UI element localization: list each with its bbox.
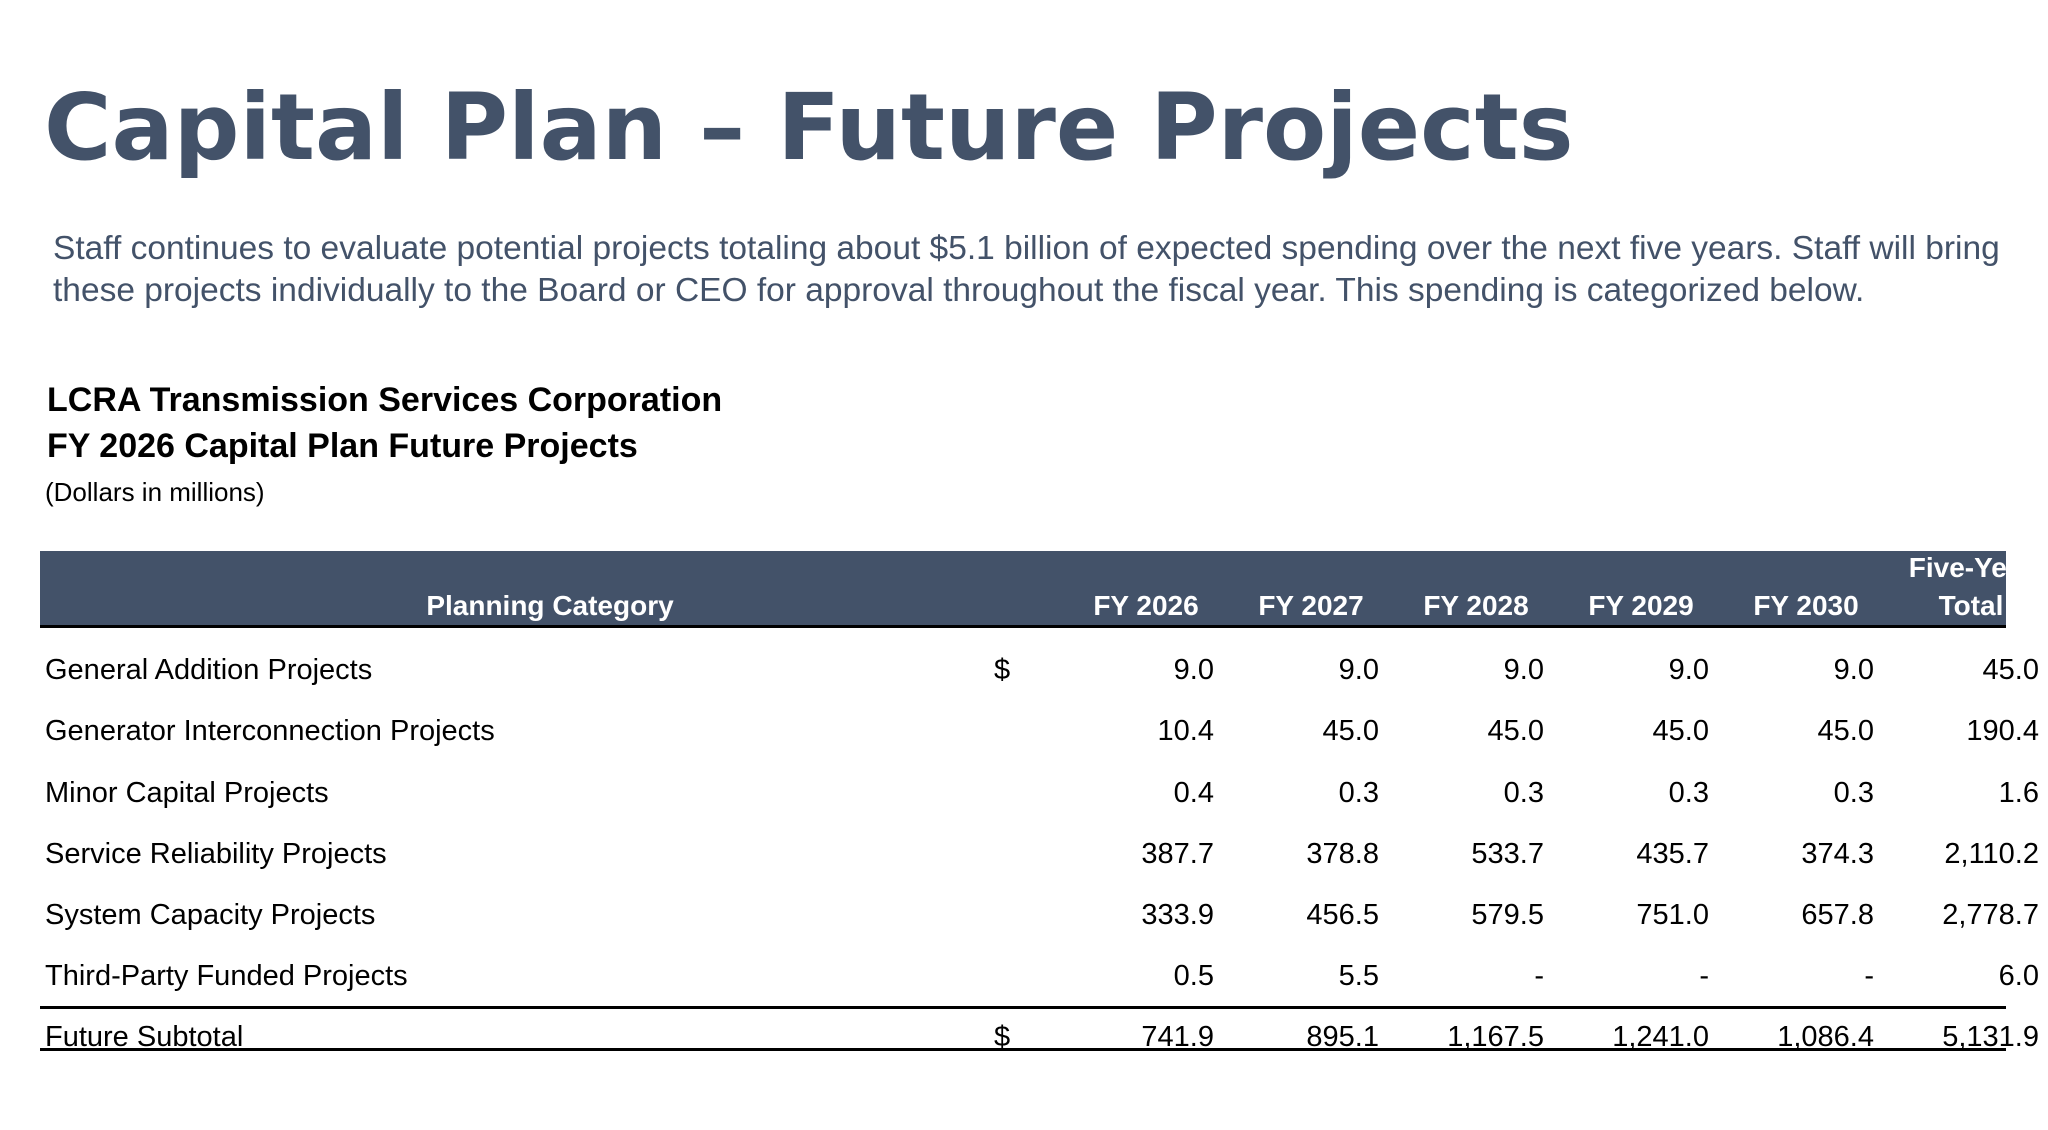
header-five-year-total-line2: Total [1938, 590, 2004, 621]
row-category: System Capacity Projects [45, 899, 376, 931]
value-five-year-total: 45.0 [1982, 654, 2039, 686]
value-five-year-total: 6.0 [1998, 960, 2039, 992]
value-fy-2029: 45.0 [1652, 715, 1709, 747]
value-fy-2028: - [1534, 960, 1544, 992]
table-row: General Addition Projects $ 9.0 9.0 9.0 … [40, 646, 2039, 694]
value-fy-2029: 435.7 [1636, 838, 1709, 870]
value-fy-2029: 0.3 [1668, 777, 1709, 809]
organization-name: LCRA Transmission Services Corporation [47, 381, 723, 419]
value-fy-2026: 0.4 [1173, 777, 1214, 809]
value-fy-2026: 0.5 [1173, 960, 1214, 992]
value-fy-2026: 387.7 [1141, 838, 1214, 870]
plan-name: FY 2026 Capital Plan Future Projects [47, 427, 638, 465]
value-fy-2030: 0.3 [1833, 777, 1874, 809]
value-five-year-total: 2,778.7 [1942, 899, 2039, 931]
value-fy-2030: 45.0 [1817, 715, 1874, 747]
value-fy-2030: - [1864, 960, 1874, 992]
header-fy-2027: FY 2027 [1258, 590, 1364, 621]
row-category: Third-Party Funded Projects [45, 960, 408, 992]
value-fy-2029: 751.0 [1636, 899, 1709, 931]
table-row: Third-Party Funded Projects 0.5 5.5 - - … [40, 952, 2039, 1000]
header-planning-category: Planning Category [426, 590, 674, 621]
value-fy-2027: 0.3 [1338, 777, 1379, 809]
value-fy-2030: 9.0 [1833, 654, 1874, 686]
subtotal-fy-2029: 1,241.0 [1612, 1021, 1709, 1053]
header-five-year-total: Five-Year Total [1891, 549, 2048, 625]
table-header: Planning Category FY 2026 FY 2027 FY 202… [40, 551, 2033, 628]
value-fy-2029: - [1699, 960, 1709, 992]
value-fy-2028: 579.5 [1471, 899, 1544, 931]
value-fy-2027: 378.8 [1306, 838, 1379, 870]
subtotal-top-rule [40, 1006, 2006, 1009]
header-fy-2028: FY 2028 [1423, 590, 1529, 621]
currency-symbol: $ [994, 1021, 1011, 1053]
subtotal-fy-2027: 895.1 [1306, 1021, 1379, 1053]
page-title: Capital Plan – Future Projects [44, 74, 1574, 181]
value-fy-2026: 9.0 [1173, 654, 1214, 686]
value-fy-2027: 456.5 [1306, 899, 1379, 931]
header-five-year-total-line1: Five-Year [1908, 552, 2034, 583]
value-fy-2026: 10.4 [1157, 715, 1214, 747]
row-category: Service Reliability Projects [45, 838, 387, 870]
row-category: General Addition Projects [45, 654, 373, 686]
table-row: Generator Interconnection Projects 10.4 … [40, 707, 2039, 755]
intro-paragraph: Staff continues to evaluate potential pr… [53, 230, 2000, 309]
subtotal-fy-2030: 1,086.4 [1777, 1021, 1874, 1053]
value-fy-2030: 657.8 [1801, 899, 1874, 931]
subtotal-fy-2026: 741.9 [1141, 1021, 1214, 1053]
value-fy-2026: 333.9 [1141, 899, 1214, 931]
subtotal-label: Future Subtotal [45, 1021, 244, 1053]
table-row: Minor Capital Projects 0.4 0.3 0.3 0.3 0… [40, 769, 2039, 817]
value-fy-2028: 533.7 [1471, 838, 1544, 870]
value-fy-2028: 0.3 [1503, 777, 1544, 809]
value-fy-2027: 5.5 [1338, 960, 1379, 992]
value-fy-2030: 374.3 [1801, 838, 1874, 870]
header-fy-2030: FY 2030 [1753, 590, 1859, 621]
value-fy-2029: 9.0 [1668, 654, 1709, 686]
units-note: (Dollars in millions) [45, 477, 265, 507]
row-category: Minor Capital Projects [45, 777, 329, 809]
value-five-year-total: 190.4 [1966, 715, 2039, 747]
table-row: Service Reliability Projects 387.7 378.8… [40, 830, 2039, 878]
value-fy-2027: 9.0 [1338, 654, 1379, 686]
currency-symbol: $ [994, 654, 1011, 686]
subtotal-five-year-total: 5,131.9 [1942, 1021, 2039, 1053]
subtotal-fy-2028: 1,167.5 [1447, 1021, 1544, 1053]
value-fy-2028: 9.0 [1503, 654, 1544, 686]
table-row: System Capacity Projects 333.9 456.5 579… [40, 891, 2039, 939]
value-fy-2027: 45.0 [1322, 715, 1379, 747]
value-fy-2028: 45.0 [1487, 715, 1544, 747]
value-five-year-total: 1.6 [1998, 777, 2039, 809]
value-five-year-total: 2,110.2 [1944, 838, 2039, 870]
subtotal-bottom-rule [40, 1048, 2006, 1051]
row-category: Generator Interconnection Projects [45, 715, 495, 747]
header-fy-2026: FY 2026 [1093, 590, 1199, 621]
subtotal-row: Future Subtotal $ 741.9 895.1 1,167.5 1,… [40, 1013, 2039, 1061]
header-fy-2029: FY 2029 [1588, 590, 1694, 621]
